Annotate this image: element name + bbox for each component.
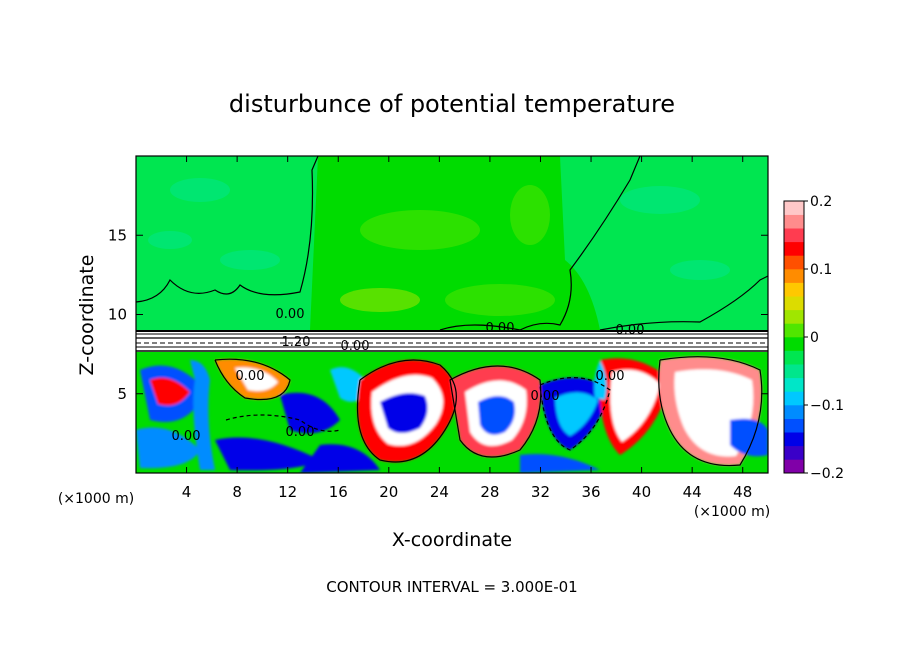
x-tick-label: 16 bbox=[329, 483, 348, 501]
colorbar-swatch bbox=[784, 214, 804, 229]
contour-lines bbox=[136, 156, 768, 467]
contour-label: 0.00 bbox=[486, 321, 515, 336]
x-tick-label: 20 bbox=[379, 483, 398, 501]
colorbar-swatch bbox=[784, 309, 804, 324]
colorbar-tick-label: 0 bbox=[810, 330, 819, 346]
contour-label: 1.20 bbox=[282, 335, 311, 350]
upper-field-aqua-region bbox=[136, 156, 318, 330]
colorbar-swatch bbox=[784, 377, 804, 392]
contour-label-group: 0.00 1.20 0.00 0.00 0.00 0.00 0.00 0.00 … bbox=[172, 307, 645, 444]
colorbar-swatch bbox=[784, 282, 804, 297]
colorbar-swatch bbox=[784, 418, 804, 433]
x-tick-label: 44 bbox=[683, 483, 702, 501]
contour-lower-f bbox=[539, 376, 611, 451]
contour-label: 0.00 bbox=[172, 429, 201, 444]
colorbar-swatch bbox=[784, 255, 804, 270]
y-tick-label: 5 bbox=[117, 385, 127, 403]
colorbar-tick-label: −0.1 bbox=[810, 398, 844, 414]
colorbar-swatch bbox=[784, 459, 804, 474]
y-tick-label: 15 bbox=[108, 226, 127, 244]
colorbar-swatch bbox=[784, 241, 804, 256]
colorbar-swatch bbox=[784, 364, 804, 379]
x-tick-label: 8 bbox=[232, 483, 242, 501]
contour-label: 0.00 bbox=[616, 323, 645, 338]
colorbar-swatch bbox=[784, 296, 804, 311]
contour-label: 0.00 bbox=[236, 369, 265, 384]
y-tick-label: 10 bbox=[108, 306, 127, 324]
contour-lower-d bbox=[658, 356, 763, 467]
colorbar-tick-label: 0.2 bbox=[810, 194, 832, 210]
tropopause-lines bbox=[136, 330, 768, 352]
x-tick-label: 48 bbox=[733, 483, 752, 501]
colorbar-swatch bbox=[784, 201, 804, 215]
colorbar-tick-label: 0.1 bbox=[810, 262, 832, 278]
contour-label: 0.00 bbox=[276, 307, 305, 322]
colorbar-swatch bbox=[784, 228, 804, 243]
x-tick-label: 4 bbox=[182, 483, 192, 501]
colorbar-swatch bbox=[784, 350, 804, 365]
chart-title: disturbunce of potential temperature bbox=[229, 90, 675, 118]
contour-lower-c bbox=[449, 365, 542, 458]
x-tick-label: 12 bbox=[278, 483, 297, 501]
x-tick-label: 28 bbox=[480, 483, 499, 501]
contour-lower-a bbox=[214, 358, 291, 401]
zero-contour-right bbox=[599, 275, 768, 331]
contour-lower-b bbox=[356, 359, 457, 463]
x-axis: 4 8 12 16 20 24 28 32 36 40 44 48 bbox=[182, 156, 752, 501]
colorbar-swatch bbox=[784, 405, 804, 419]
tropopause-band bbox=[136, 330, 768, 352]
x-axis-unit-right: (×1000 m) bbox=[694, 504, 770, 520]
contour-label: 0.00 bbox=[596, 369, 625, 384]
contour-label: 0.00 bbox=[341, 339, 370, 354]
x-tick-label: 24 bbox=[430, 483, 449, 501]
y-axis-label: Z-coordinate bbox=[76, 255, 98, 376]
upper-field-streaks bbox=[148, 178, 730, 316]
colorbar-swatch bbox=[784, 432, 804, 447]
colorbar-tick-label: −0.2 bbox=[810, 466, 844, 482]
x-axis-label: X-coordinate bbox=[392, 529, 512, 551]
colorbar-swatch bbox=[784, 445, 804, 460]
zero-contour-middle bbox=[439, 156, 641, 331]
x-tick-label: 36 bbox=[581, 483, 600, 501]
contour-label: 0.00 bbox=[531, 389, 560, 404]
x-axis-unit-left: (×1000 m) bbox=[58, 491, 134, 507]
colorbar-swatch bbox=[784, 337, 804, 351]
x-tick-label: 40 bbox=[632, 483, 651, 501]
contour-interval-note: CONTOUR INTERVAL = 3.000E-01 bbox=[326, 578, 577, 596]
y-axis: 5 10 15 bbox=[108, 226, 768, 403]
colorbar-swatch bbox=[784, 323, 804, 338]
plot-area bbox=[136, 156, 768, 473]
x-tick-label: 32 bbox=[531, 483, 550, 501]
colorbar bbox=[784, 201, 804, 474]
contour-label: 0.00 bbox=[286, 425, 315, 440]
colorbar-swatch bbox=[784, 269, 804, 283]
zero-contour-left bbox=[136, 156, 319, 303]
colorbar-swatch bbox=[784, 391, 804, 406]
colorbar-labels: 0.2 0.1 0 −0.1 −0.2 bbox=[804, 194, 844, 482]
upper-field-aqua-region-right bbox=[560, 156, 768, 330]
turbulent-structures bbox=[136, 356, 768, 473]
